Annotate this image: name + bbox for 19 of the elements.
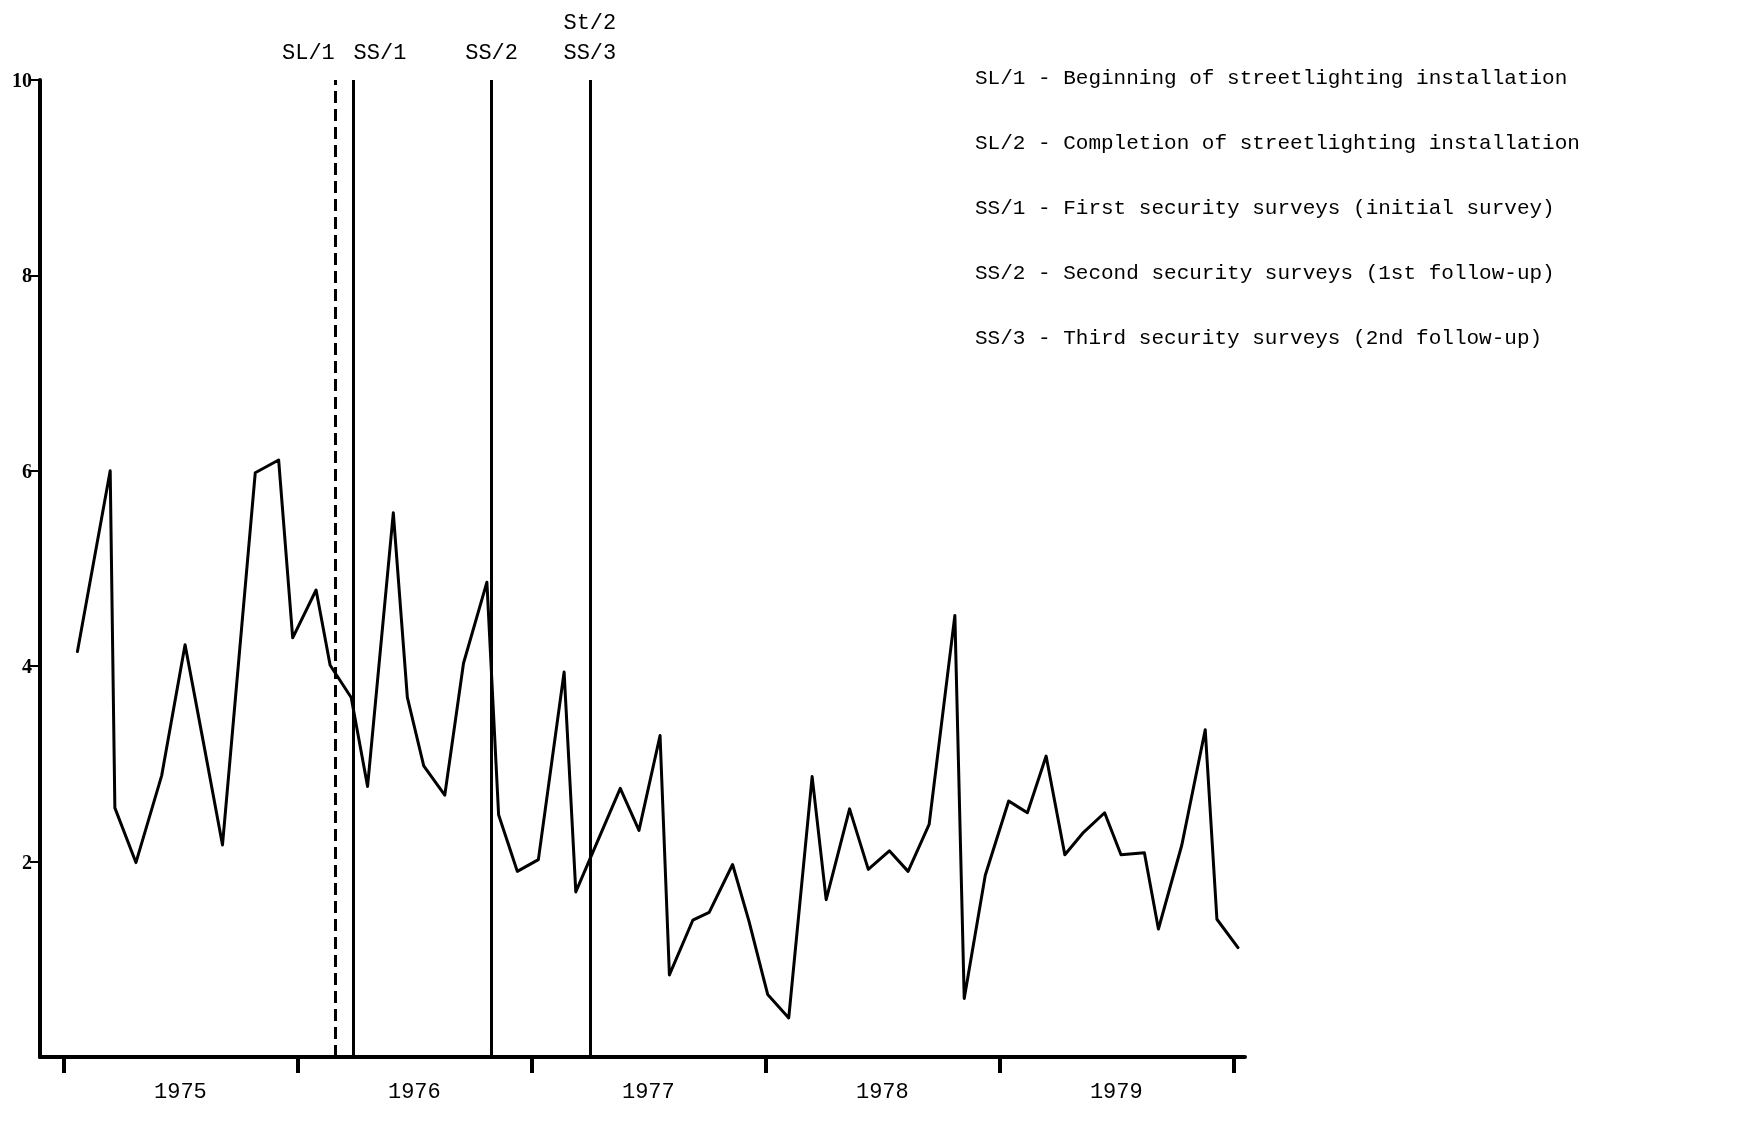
annotation: SS/3 - Third security surveys (2nd follow-up) xyxy=(975,327,1543,350)
ref-line-label: SS/1 xyxy=(353,40,407,66)
annotation: SL/1 - Beginning of streetlighting installation xyxy=(975,67,1568,90)
annotation: SS/2 - Second security surveys (1st follow-up) xyxy=(975,262,1555,285)
y-tick-label: 10 xyxy=(12,69,32,91)
y-tick-label: 2 xyxy=(22,850,32,873)
ref-line-label: St/2 SS/3 xyxy=(563,10,617,66)
annotation: SL/2 - Completion of streetlighting installation xyxy=(975,132,1580,155)
x-tick-label: 1978 xyxy=(855,1079,909,1105)
x-tick-label: 1979 xyxy=(1089,1079,1143,1105)
y-tick-label: 4 xyxy=(22,655,32,678)
ref-line-label: SL/1 xyxy=(282,40,335,66)
y-tick-label: 8 xyxy=(22,264,32,287)
x-tick-label: 1977 xyxy=(621,1079,675,1105)
annotation: SS/1 - First security surveys (initial survey) xyxy=(975,197,1555,220)
x-tick-label: 1976 xyxy=(387,1079,441,1105)
y-tick-label: 6 xyxy=(22,459,32,482)
ref-line-label: SS/2 xyxy=(465,40,518,66)
x-tick-label: 1975 xyxy=(153,1079,207,1105)
